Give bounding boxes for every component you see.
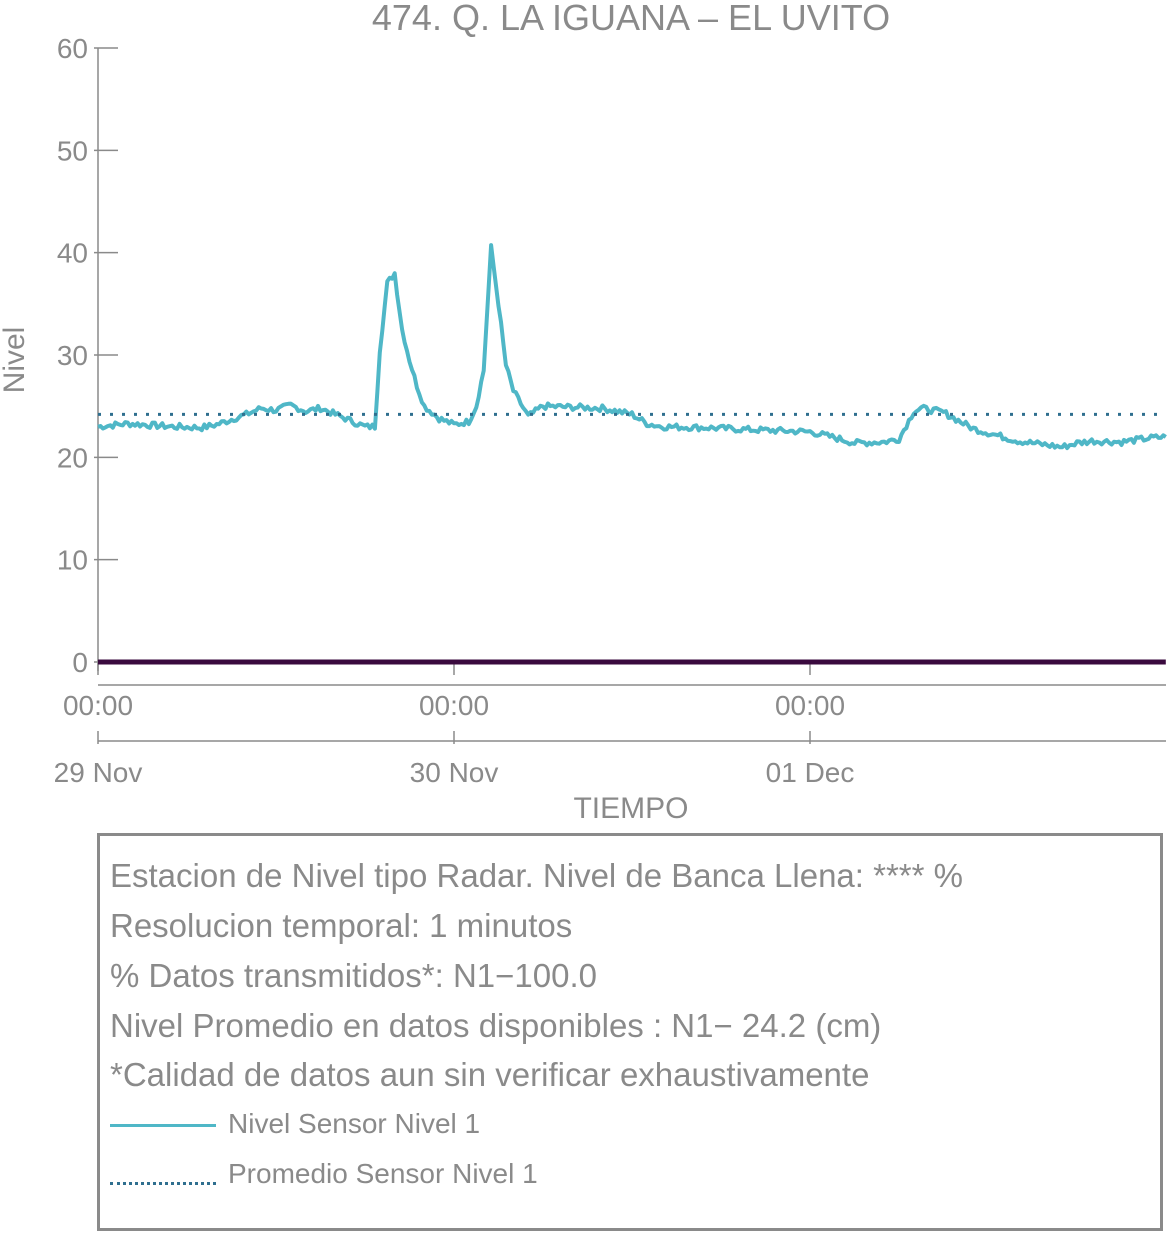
legend-label-nivel: Nivel Sensor Nivel 1 — [228, 1108, 481, 1139]
y-tick-label: 50 — [57, 135, 88, 166]
y-tick-label: 30 — [57, 340, 88, 371]
x-tick-label-time: 00:00 — [419, 690, 489, 721]
x-tick-label-date: 29 Nov — [54, 757, 143, 788]
legend-label-promedio: Promedio Sensor Nivel 1 — [228, 1158, 538, 1189]
y-tick-label: 10 — [57, 545, 88, 576]
legend-swatch-dotted — [110, 1182, 216, 1185]
y-tick-label: 60 — [57, 33, 88, 64]
info-line-transmitted: % Datos transmitidos*: N1−100.0 — [110, 957, 597, 994]
info-line-station: Estacion de Nivel tipo Radar. Nivel de B… — [110, 857, 963, 894]
series-line-nivel-sensor-nivel-1 — [97, 243, 1167, 451]
legend-item-nivel: Nivel Sensor Nivel 1 — [110, 1110, 710, 1140]
y-tick-label: 20 — [57, 442, 88, 473]
x-tick-label-date: 01 Dec — [766, 757, 855, 788]
info-line-quality: *Calidad de datos aun sin verificar exha… — [110, 1056, 870, 1093]
legend-item-promedio: Promedio Sensor Nivel 1 — [110, 1160, 710, 1190]
legend-swatch-solid — [110, 1124, 216, 1127]
series-layer — [97, 243, 1167, 665]
x-axis: 00:00 29 Nov 00:00 30 Nov 00:00 01 Dec — [54, 660, 1166, 788]
chart-title: 474. Q. LA IGUANA – EL UVITO — [372, 0, 890, 38]
info-line-average: Nivel Promedio en datos disponibles : N1… — [110, 1007, 882, 1044]
y-tick-label: 40 — [57, 238, 88, 269]
y-axis: 0 10 20 30 40 50 60 — [57, 33, 118, 678]
y-tick-label: 0 — [72, 647, 88, 678]
chart: 474. Q. LA IGUANA – EL UVITO 0 10 20 30 40 50… — [0, 0, 1167, 825]
info-line-resolution: Resolucion temporal: 1 minutos — [110, 907, 573, 944]
y-axis-label: Nivel — [0, 327, 31, 394]
x-axis-label: TIEMPO — [573, 792, 688, 825]
x-tick-label-date: 30 Nov — [410, 757, 499, 788]
info-box: Estacion de Nivel tipo Radar. Nivel de B… — [97, 833, 1163, 1231]
x-tick-label-time: 00:00 — [63, 690, 133, 721]
x-tick-label-time: 00:00 — [775, 690, 845, 721]
